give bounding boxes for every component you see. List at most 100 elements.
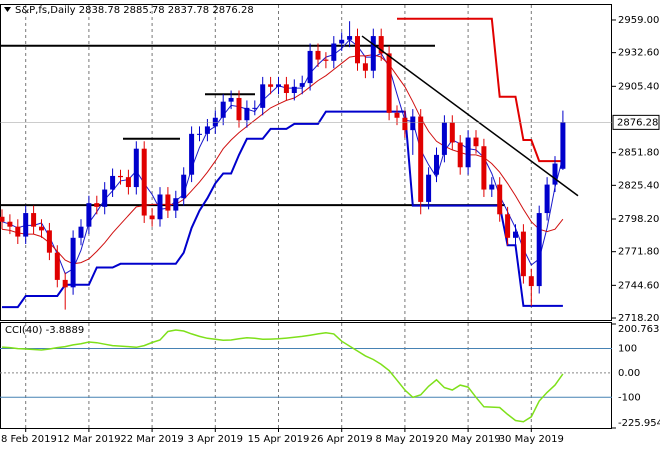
y-tick-label: 0.00 xyxy=(618,368,640,379)
x-tick-label: 22 Mar 2019 xyxy=(120,434,183,445)
candle-body xyxy=(0,216,5,222)
indicator-line xyxy=(397,17,563,163)
candle-body xyxy=(7,221,13,227)
candle-body xyxy=(331,43,337,61)
indicator-line xyxy=(2,110,563,309)
candle-body xyxy=(252,107,258,109)
candle-body xyxy=(54,252,60,280)
current-price-label: 2876.28 xyxy=(617,117,658,128)
plot: 28 Feb 2019 12 Mar 2019 22 Mar 2019 3 Apr 2… xyxy=(0,5,660,445)
candle-body xyxy=(236,97,242,121)
cci-title: CCI(40) -3.8889 xyxy=(5,325,84,336)
y-tick-label: 2905.40 xyxy=(618,81,659,92)
candle-body xyxy=(457,142,463,168)
candle-body xyxy=(244,107,250,121)
collapse-icon xyxy=(4,7,11,12)
trend-line xyxy=(361,35,579,197)
candle-body xyxy=(39,226,44,231)
y-tick-label: 2851.80 xyxy=(618,148,659,159)
y-tick-label: -225.9549 xyxy=(618,418,660,429)
price-pane-frame xyxy=(0,4,612,321)
candle-body xyxy=(125,177,131,188)
candle-body xyxy=(520,231,526,277)
candle-body xyxy=(78,226,84,238)
candle-body xyxy=(157,194,163,220)
candle-body xyxy=(276,84,281,87)
candle-body xyxy=(410,116,416,131)
chart-title: S&P,fs,Daily 2838.78 2885.78 2837.78 287… xyxy=(15,5,254,16)
candle-body xyxy=(173,198,179,211)
candle-body xyxy=(513,231,518,238)
candle-body xyxy=(362,63,368,71)
candle-body xyxy=(418,116,424,202)
candle-body xyxy=(299,83,305,87)
candle-body xyxy=(220,101,226,118)
candle-body xyxy=(189,133,195,175)
candle-body xyxy=(260,84,266,108)
candle-body xyxy=(536,213,542,287)
candle-body xyxy=(46,230,52,253)
candle-body xyxy=(528,276,534,287)
candle-body xyxy=(283,84,289,94)
cci-pane-frame xyxy=(0,322,612,429)
candle-body xyxy=(118,175,123,178)
y-tick-label: 2798.20 xyxy=(618,214,659,225)
candle-body xyxy=(94,203,100,207)
candle-body xyxy=(15,226,21,237)
candle-body xyxy=(386,53,392,113)
candle-body xyxy=(197,133,202,135)
candle-body xyxy=(23,213,29,237)
y-tick-label: 200.7637 xyxy=(618,324,660,335)
candle-body xyxy=(70,237,76,288)
candle-body xyxy=(426,174,432,202)
candle-body xyxy=(449,122,455,143)
y-tick-label: 2718.20 xyxy=(618,313,659,324)
y-tick-label: 100 xyxy=(618,344,637,355)
candle-body xyxy=(378,36,384,54)
candle-body xyxy=(31,213,37,227)
y-tick-label: 2959.00 xyxy=(618,15,659,26)
candle-body xyxy=(315,50,321,60)
candle-body xyxy=(394,112,400,118)
candle-body xyxy=(110,175,116,190)
y-tick-label: 2771.80 xyxy=(618,247,659,258)
candle-body xyxy=(212,117,218,127)
candle-body xyxy=(347,36,353,40)
x-tick-label: 3 Apr 2019 xyxy=(188,434,243,445)
candle-body xyxy=(481,146,487,190)
candle-body xyxy=(181,174,187,199)
y-tick-label: 2932.60 xyxy=(618,48,659,59)
candle-body xyxy=(141,148,147,216)
candle-body xyxy=(441,122,447,155)
x-tick-label: 28 Feb 2019 xyxy=(0,434,57,445)
candle-body xyxy=(339,39,345,44)
candle-body xyxy=(465,137,471,168)
candle-body xyxy=(228,97,234,102)
x-tick-label: 30 May 2019 xyxy=(499,434,564,445)
candle-body xyxy=(489,184,495,190)
candle-body xyxy=(497,184,503,215)
x-tick-label: 12 Mar 2019 xyxy=(57,434,120,445)
candle-body xyxy=(165,194,171,211)
cci-line xyxy=(1,329,564,423)
x-tick-label: 26 Apr 2019 xyxy=(311,434,373,445)
candle-body xyxy=(434,154,439,175)
y-tick-label: 2825.40 xyxy=(618,180,659,191)
candle-body xyxy=(552,163,558,185)
candle-body xyxy=(402,117,408,131)
x-tick-label: 8 May 2019 xyxy=(375,434,434,445)
candle-body xyxy=(268,84,274,87)
candle-body xyxy=(133,148,139,188)
candle-body xyxy=(544,184,550,214)
candle-body xyxy=(291,86,297,94)
candle-body xyxy=(560,122,566,169)
candle-body xyxy=(86,203,92,227)
x-tick-label: 20 May 2019 xyxy=(435,434,500,445)
candle-body xyxy=(62,279,68,288)
candle-body xyxy=(355,36,360,64)
candle-body xyxy=(473,137,479,147)
candle-body xyxy=(505,214,511,238)
